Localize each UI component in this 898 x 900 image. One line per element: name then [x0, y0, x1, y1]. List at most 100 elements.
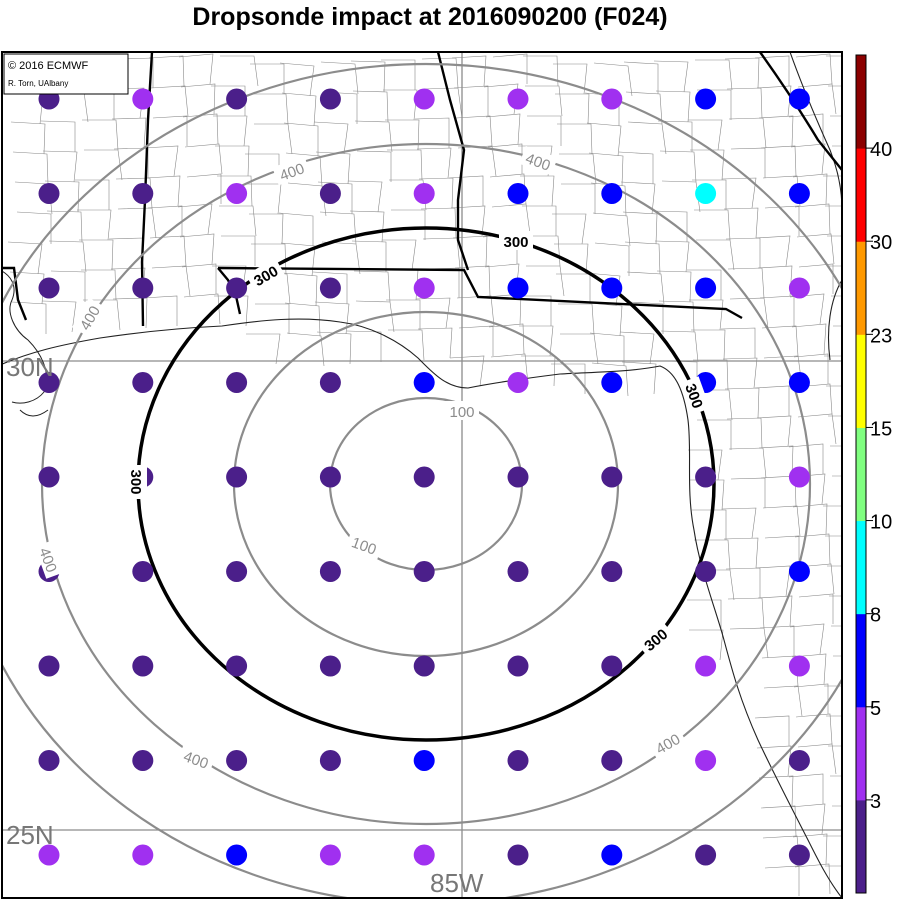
colorbar-label-15: 15 — [870, 418, 892, 440]
credit-box: © 2016 ECMWF R. Torn, UAlbany — [3, 53, 129, 95]
gulf-coastline — [2, 318, 842, 898]
dropsonde-point-r1-c1 — [132, 183, 154, 204]
dropsonde-point-r0-c7 — [695, 88, 717, 110]
state-border-al-ga — [436, 52, 470, 271]
dropsonde-point-r0-c6 — [601, 88, 623, 110]
dropsonde-point-r5-c2 — [226, 561, 248, 582]
dropsonde-point-r6-c4 — [413, 655, 435, 677]
dropsonde-point-r2-c8 — [788, 277, 810, 299]
ring-label-bg — [34, 540, 65, 579]
colorbar-bin-8 — [856, 55, 866, 149]
dropsonde-point-r6-c5 — [507, 655, 529, 677]
dropsonde-point-r8-c8 — [788, 844, 810, 866]
ring-label-bg — [345, 529, 384, 560]
dropsonde-point-r5-c4 — [413, 561, 435, 582]
dropsonde-point-r7-c6 — [601, 750, 623, 771]
ring-label-100: 100 — [449, 404, 474, 421]
dropsonde-point-r3-c6 — [601, 372, 623, 393]
distance-ring-500 — [2, 63, 842, 898]
ring-label-300: 300 — [503, 234, 528, 251]
dropsonde-point-r1-c3 — [319, 183, 341, 204]
dropsonde-point-r4-c8 — [788, 466, 810, 488]
dropsonde-point-r2-c5 — [507, 277, 529, 299]
ring-label-300: 300 — [127, 469, 144, 494]
lat-label-30n: 30N — [6, 352, 54, 382]
east-coastline — [789, 52, 842, 361]
dropsonde-point-r7-c5 — [507, 750, 529, 771]
dropsonde-point-r8-c1 — [132, 844, 154, 866]
ring-label-bg — [128, 465, 147, 499]
colorbar-label-23: 23 — [870, 325, 892, 347]
dropsonde-point-r2-c4 — [413, 277, 435, 299]
dropsonde-point-r2-c3 — [319, 277, 341, 299]
dropsonde-point-r3-c5 — [507, 372, 529, 393]
ring-label-bg — [245, 257, 285, 292]
dropsonde-point-r6-c0 — [38, 655, 60, 677]
colorbar-bin-2 — [856, 613, 866, 708]
ring-label-bg — [680, 376, 711, 415]
lat-label-25n: 25N — [6, 820, 54, 850]
dropsonde-point-r2-c1 — [132, 277, 154, 299]
dropsonde-point-r2-c7 — [695, 277, 717, 299]
page-title: Dropsonde impact at 2016090200 (F024) — [192, 3, 668, 31]
dropsonde-point-r4-c5 — [507, 466, 529, 488]
dropsonde-point-r5-c6 — [601, 561, 623, 582]
dropsonde-point-r0-c4 — [413, 88, 435, 110]
state-border-la-ms — [2, 266, 28, 321]
dropsonde-point-r2-c2 — [226, 277, 248, 299]
dropsonde-point-r1-c8 — [788, 183, 810, 204]
dropsonde-point-r8-c7 — [695, 844, 717, 866]
lon-label-85w: 85W — [430, 868, 484, 898]
dropsonde-point-r7-c0 — [38, 750, 60, 771]
colorbar: 3 5 8 10 15 23 30 40 — [855, 54, 892, 894]
dropsonde-point-r2-c6 — [601, 277, 623, 299]
dropsonde-point-r8-c4 — [413, 844, 435, 866]
dropsonde-point-r1-c2 — [226, 183, 248, 204]
colorbar-bin-4 — [856, 427, 866, 522]
dropsonde-point-r4-c0 — [38, 466, 60, 488]
ring-label-bg — [519, 145, 558, 176]
dropsonde-point-r7-c7 — [695, 750, 717, 771]
dropsonde-point-r4-c2 — [226, 466, 248, 488]
dropsonde-point-r8-c5 — [507, 844, 529, 866]
dropsonde-point-r7-c1 — [132, 750, 154, 771]
colorbar-bin-6 — [856, 241, 866, 335]
colorbar-bin-7 — [856, 148, 866, 242]
colorbar-bin-0 — [856, 799, 866, 893]
dropsonde-point-r7-c4 — [413, 750, 435, 771]
dropsonde-point-r0-c2 — [226, 88, 248, 110]
dropsonde-point-r5-c8 — [788, 561, 810, 582]
dropsonde-point-r7-c2 — [226, 750, 248, 771]
state-border-al-fl — [217, 266, 743, 320]
dropsonde-point-r8-c0 — [38, 844, 60, 866]
dropsonde-point-r0-c8 — [788, 88, 810, 110]
dropsonde-point-r0-c1 — [132, 88, 154, 110]
dropsonde-point-r1-c6 — [601, 183, 623, 204]
dropsonde-point-r4-c4 — [413, 466, 435, 488]
ring-label-bg — [177, 743, 216, 774]
colorbar-label-3: 3 — [870, 791, 881, 813]
colorbar-label-30: 30 — [870, 232, 892, 254]
ring-label-bg — [635, 620, 675, 658]
dropsonde-point-r6-c6 — [601, 655, 623, 677]
dropsonde-point-r0-c5 — [507, 88, 529, 110]
dropsonde-point-r1-c5 — [507, 183, 529, 204]
dropsonde-point-r3-c4 — [413, 372, 435, 393]
colorbar-label-10: 10 — [870, 512, 892, 534]
dropsonde-point-r6-c2 — [226, 655, 248, 677]
dropsonde-point-r3-c3 — [319, 372, 341, 393]
ring-label-bg — [445, 401, 479, 420]
colorbar-bin-5 — [856, 334, 866, 428]
dropsonde-point-r0-c3 — [319, 88, 341, 110]
colorbar-label-8: 8 — [870, 605, 881, 627]
dropsonde-point-r1-c0 — [38, 183, 60, 204]
colorbar-label-40: 40 — [870, 139, 892, 161]
plot-frame — [1, 51, 843, 899]
ring-label-bg — [499, 231, 533, 250]
dropsonde-point-r6-c3 — [319, 655, 341, 677]
dropsonde-point-r7-c3 — [319, 750, 341, 771]
credit-line-2: R. Torn, UAlbany — [8, 79, 68, 88]
dropsonde-point-r4-c7 — [695, 466, 717, 488]
